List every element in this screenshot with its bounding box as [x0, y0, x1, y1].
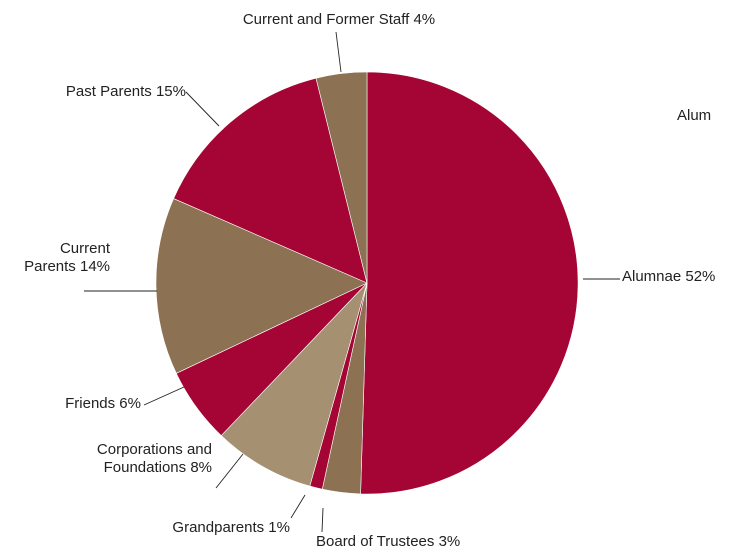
leader-line — [321, 507, 324, 533]
leader-lines — [84, 31, 620, 533]
slice-label: Board of Trustees 3% — [316, 533, 460, 550]
slice-label: Corporations and Foundations 8% — [97, 441, 212, 476]
leader-line — [290, 494, 306, 519]
pie-slice-past-parents — [173, 77, 368, 284]
pie-slice-current-and-former-staff — [315, 71, 368, 284]
leader-line — [335, 31, 342, 73]
clipped-label-text: Alum — [677, 107, 711, 124]
leader-line — [185, 91, 220, 127]
leader-line — [143, 386, 185, 406]
pie-slices — [155, 71, 579, 495]
pie-slice-alumnae — [360, 71, 579, 495]
slice-label: Friends 6% — [65, 395, 141, 412]
slice-label: Past Parents 15% — [66, 83, 186, 100]
slice-label: Alumnae 52% — [622, 268, 715, 285]
slice-labels: Alumnae 52% Board of Trustees 3% Grandpare… — [24, 11, 715, 550]
pie-slice-corporations-and-foundations — [220, 282, 368, 487]
slice-label: Current Parents 14% — [24, 240, 111, 275]
slice-label: Grandparents 1% — [172, 519, 290, 536]
slice-label: Current and Former Staff 4% — [243, 11, 435, 28]
leader-line — [215, 453, 244, 489]
pie-slice-current-parents — [155, 198, 368, 374]
